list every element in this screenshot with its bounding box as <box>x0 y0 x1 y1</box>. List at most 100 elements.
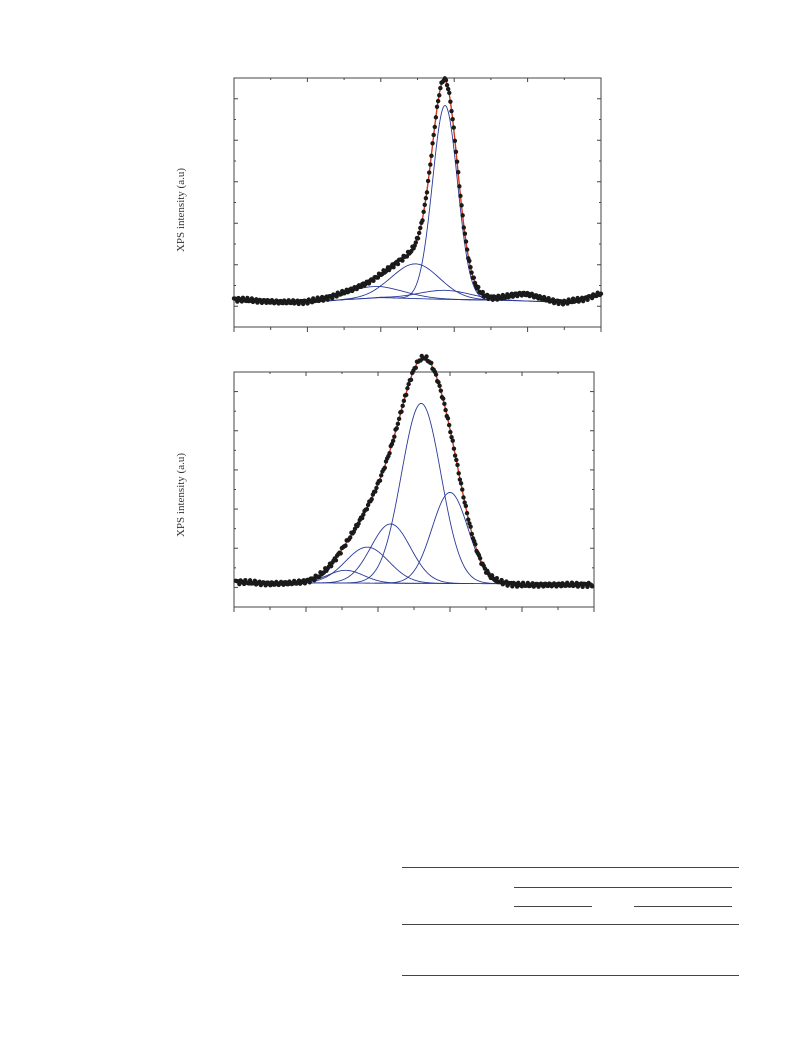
plot1-data-point <box>427 170 432 175</box>
plot2-data-point <box>399 409 404 414</box>
plot1-data-point <box>471 275 477 280</box>
plot2-data-point <box>374 485 379 491</box>
table-group-rule-1 <box>514 887 732 888</box>
plot2-data-point <box>356 521 361 526</box>
plot2-component-3 <box>307 523 474 585</box>
plot1-data-point <box>437 93 442 98</box>
plot1-data-point <box>598 291 604 296</box>
plot2-data-point <box>408 377 414 382</box>
plot1-data-point <box>400 258 405 263</box>
plot2-data-point <box>404 392 409 398</box>
plot2-data-point <box>390 438 396 444</box>
table-group-rule-2b <box>634 906 732 907</box>
plot1-data-point <box>433 115 439 120</box>
plot2-data-point <box>590 584 595 589</box>
plot2-data-point <box>450 438 455 443</box>
plot1-data-point <box>450 116 455 122</box>
plot1-data-point <box>456 170 461 175</box>
plot1-data-point <box>420 218 425 223</box>
plot2-data-point <box>469 531 475 537</box>
plot2-data-point <box>455 462 460 468</box>
plot1-data-point <box>395 261 401 267</box>
plot1-data-point <box>431 132 436 138</box>
plot1-data-point <box>463 239 469 244</box>
plot2-data-point <box>454 457 459 463</box>
plot1-data-point <box>453 149 459 155</box>
plot1-data-point <box>461 225 466 230</box>
plot1-data-point <box>469 270 474 275</box>
plot2-data-point <box>312 577 317 583</box>
plot2-frame <box>233 371 595 608</box>
plot2-xps-spectrum <box>233 353 595 612</box>
plot2-data-point <box>448 429 453 435</box>
plot1-data-point <box>459 203 464 208</box>
plot1-xps-spectrum <box>231 76 604 332</box>
plot2-data-point <box>394 426 399 431</box>
plot1-data-point <box>454 159 460 164</box>
plot2-data-point <box>401 398 407 404</box>
plot2-fit-components <box>233 402 595 586</box>
plot2-data-point <box>441 396 446 401</box>
plot2-data-points <box>233 353 595 590</box>
plot2-envelope-fit <box>233 356 594 586</box>
plot1-data-point <box>460 213 465 218</box>
plot2-data-point <box>443 407 448 413</box>
plot1-data-point <box>432 124 437 130</box>
plot2-data-point <box>369 497 374 502</box>
plot1-data-point <box>443 78 449 83</box>
plot2-data-point <box>379 473 384 478</box>
plot2-data-point <box>364 507 370 512</box>
plot1-data-point <box>448 99 453 104</box>
plot2-data-point <box>405 386 410 391</box>
plot2-data-point <box>477 556 483 561</box>
plot2-data-point <box>446 422 452 428</box>
plot1-data-point <box>429 153 434 158</box>
plot2-data-point <box>451 446 457 451</box>
plot2-data-point <box>373 489 378 494</box>
plot2-data-point <box>457 477 463 482</box>
plot1-data-point <box>418 225 423 231</box>
plot1-data-point <box>416 230 422 236</box>
plot2-data-point <box>382 465 387 471</box>
plot1-data-point <box>467 258 472 264</box>
plot2-data-point <box>328 563 334 569</box>
plot2-data-point <box>343 543 348 548</box>
table-mid-rule <box>402 924 739 925</box>
plot1-data-point <box>438 85 443 91</box>
plot2-data-point <box>348 535 353 540</box>
plot2-data-point <box>433 372 439 377</box>
plot2-data-point <box>473 542 478 547</box>
plot2-data-point <box>461 495 466 500</box>
plot2-data-point <box>406 381 411 387</box>
plot1-data-point <box>415 236 421 241</box>
plot2-data-point <box>466 517 471 522</box>
plot2-ticks <box>233 372 595 612</box>
plot1-ticks <box>233 78 602 332</box>
plot2-data-point <box>413 365 418 370</box>
plot1-data-point <box>430 141 435 146</box>
plot1-component-3 <box>315 263 516 303</box>
plot2-data-point <box>395 421 401 427</box>
plot2-data-point <box>307 580 312 585</box>
plot2-data-point <box>429 360 434 366</box>
plot2-data-point <box>333 558 339 563</box>
plot1-data-point <box>464 247 470 252</box>
plot1-data-point <box>329 296 335 301</box>
plot2-data-point <box>365 502 371 508</box>
plot1-data-point <box>434 104 440 109</box>
plot2-data-point <box>458 481 464 486</box>
plot1-data-point <box>424 190 430 195</box>
plot2-data-point <box>494 575 500 581</box>
plot2-data-point <box>460 487 465 492</box>
plot1-data-point <box>447 90 452 96</box>
plot2-data-point <box>377 478 383 483</box>
plot2-data-point <box>449 434 454 440</box>
plot1-data-point <box>457 184 462 189</box>
plot2-data-point <box>387 450 392 456</box>
plot1-data-point <box>458 193 463 199</box>
plot1-data-point <box>423 196 429 201</box>
plot1-data-point <box>476 284 481 290</box>
plot1-data-point <box>413 240 419 245</box>
plot1-data-point <box>449 108 454 114</box>
plot2-data-point <box>468 524 473 529</box>
